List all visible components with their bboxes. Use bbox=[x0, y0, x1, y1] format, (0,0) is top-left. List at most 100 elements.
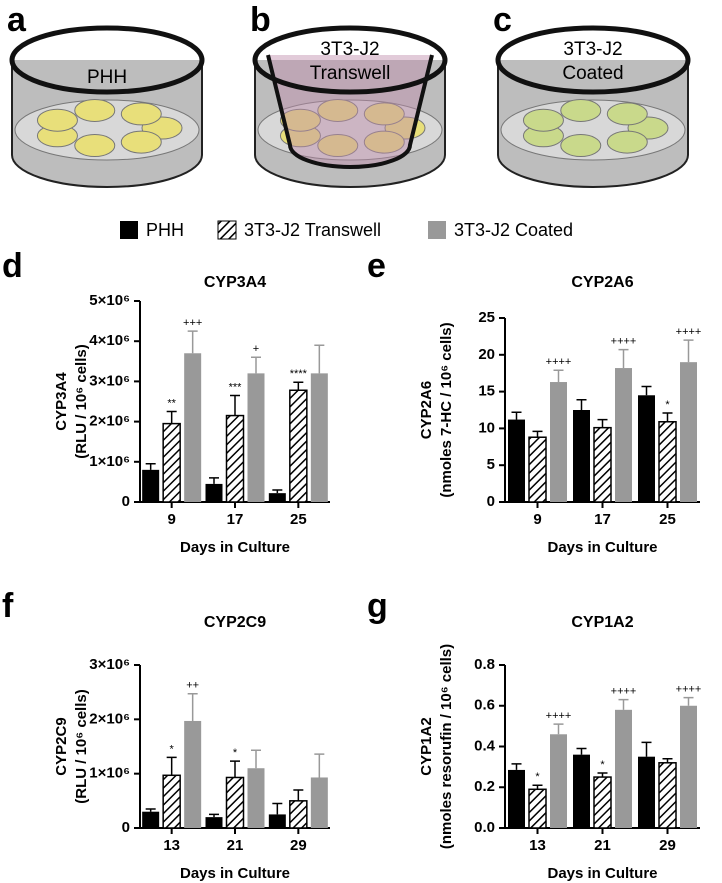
error-bar bbox=[251, 749, 261, 769]
cell-cluster bbox=[120, 102, 162, 126]
y-tick-label: 3×10⁶ bbox=[89, 372, 130, 389]
bar bbox=[247, 768, 265, 828]
error-bar bbox=[187, 693, 198, 721]
legend-swatch bbox=[217, 220, 237, 240]
error-bar bbox=[145, 808, 156, 812]
y-tick-label: 0.2 bbox=[474, 778, 495, 795]
y-tick-label: 20 bbox=[478, 346, 495, 363]
significance-mark: *** bbox=[229, 381, 243, 393]
illustration-label: PHH bbox=[87, 67, 127, 88]
y-tick-label: 5×10⁶ bbox=[89, 292, 130, 309]
y-axis-label: (RLU / 10⁶ cells) bbox=[73, 344, 90, 458]
panel-label: c bbox=[493, 1, 512, 39]
error-bar bbox=[230, 760, 240, 778]
bar bbox=[528, 436, 547, 503]
bar bbox=[638, 756, 655, 828]
significance-mark: ++++ bbox=[546, 710, 572, 722]
y-tick-label: 0 bbox=[487, 493, 495, 510]
significance-mark: ++++ bbox=[611, 336, 637, 348]
bar bbox=[593, 426, 612, 503]
y-axis-label: CYP3A4 bbox=[53, 372, 70, 431]
bar bbox=[205, 817, 223, 828]
x-axis-label: Days in Culture bbox=[547, 539, 657, 556]
panel-label: f bbox=[2, 587, 14, 625]
dish bbox=[9, 25, 205, 188]
error-bar bbox=[597, 418, 608, 428]
dish bbox=[495, 25, 691, 188]
significance-mark: +++ bbox=[183, 317, 202, 329]
legend-swatch bbox=[120, 221, 138, 239]
x-tick-label: 25 bbox=[290, 511, 307, 528]
cell-cluster bbox=[522, 108, 564, 132]
cell-cluster bbox=[606, 102, 648, 126]
panel-label: b bbox=[250, 1, 271, 39]
y-tick-label: 0.6 bbox=[474, 697, 495, 714]
legend-swatch bbox=[428, 221, 446, 239]
y-tick-label: 2×10⁶ bbox=[89, 413, 130, 430]
y-tick-label: 10 bbox=[478, 419, 495, 436]
error-bar bbox=[683, 696, 694, 706]
bar bbox=[658, 421, 677, 503]
legend-label: 3T3-J2 Coated bbox=[454, 220, 573, 240]
cell-cluster bbox=[120, 130, 162, 154]
error-bar bbox=[166, 756, 177, 776]
error-bar bbox=[683, 339, 694, 363]
y-tick-label: 0.0 bbox=[474, 819, 495, 836]
y-tick-label: 0.4 bbox=[474, 737, 496, 754]
y-tick-label: 4×10⁶ bbox=[89, 332, 130, 349]
x-tick-label: 21 bbox=[594, 837, 611, 854]
error-bar bbox=[532, 784, 543, 790]
bar bbox=[680, 705, 697, 828]
y-axis-label: CYP1A2 bbox=[418, 717, 435, 775]
bar bbox=[162, 774, 181, 829]
error-bar bbox=[553, 723, 564, 735]
significance-mark: * bbox=[535, 771, 540, 783]
significance-mark: ++++ bbox=[546, 356, 572, 368]
x-tick-label: 13 bbox=[163, 837, 180, 854]
panel-label: g bbox=[367, 587, 388, 625]
y-tick-label: 2×10⁶ bbox=[89, 710, 130, 727]
bar bbox=[247, 373, 265, 502]
bar bbox=[162, 422, 181, 503]
significance-mark: * bbox=[170, 743, 175, 755]
error-bar bbox=[576, 747, 587, 755]
significance-mark: ++ bbox=[186, 680, 199, 692]
x-tick-label: 29 bbox=[659, 837, 676, 854]
cell-cluster bbox=[317, 98, 359, 122]
y-axis-label: CYP2C9 bbox=[53, 717, 70, 775]
error-bar bbox=[230, 394, 240, 416]
y-axis-label: (nmoles resorufin / 10⁶ cells) bbox=[438, 644, 455, 849]
chart-title: CYP1A2 bbox=[571, 614, 633, 631]
error-bar bbox=[272, 802, 283, 815]
bar bbox=[550, 382, 567, 502]
panel-label: e bbox=[367, 247, 386, 285]
error-bar bbox=[272, 489, 283, 494]
bar bbox=[184, 720, 202, 828]
illustration-label: Transwell bbox=[310, 63, 391, 84]
error-bar bbox=[511, 763, 522, 770]
x-tick-label: 17 bbox=[594, 511, 611, 528]
error-bar bbox=[187, 330, 198, 354]
x-tick-label: 9 bbox=[533, 511, 541, 528]
significance-mark: **** bbox=[290, 368, 308, 380]
significance-mark: ++++ bbox=[611, 686, 637, 698]
x-tick-label: 29 bbox=[290, 837, 307, 854]
error-bar bbox=[293, 789, 304, 801]
bar bbox=[508, 769, 525, 828]
significance-mark: ++++ bbox=[676, 326, 702, 338]
y-axis-label: CYP2A6 bbox=[418, 381, 435, 439]
x-axis-label: Days in Culture bbox=[180, 539, 290, 556]
illustrations bbox=[9, 25, 691, 188]
error-bar bbox=[251, 356, 261, 374]
significance-mark: * bbox=[233, 747, 238, 759]
x-axis-label: Days in Culture bbox=[180, 865, 290, 882]
y-tick-label: 0 bbox=[122, 493, 130, 510]
error-bar bbox=[597, 772, 608, 778]
bar bbox=[638, 395, 655, 502]
x-tick-label: 25 bbox=[659, 511, 676, 528]
bar bbox=[205, 483, 223, 502]
bar bbox=[184, 353, 202, 502]
chart-title: CYP3A4 bbox=[204, 274, 266, 291]
bar bbox=[550, 734, 567, 828]
